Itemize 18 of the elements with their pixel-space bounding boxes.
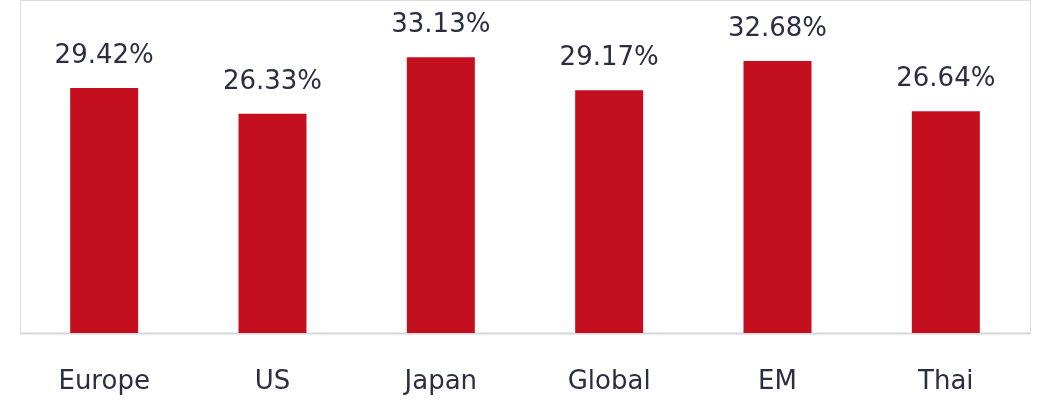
x-tick-label: Thai: [917, 364, 974, 395]
bar: [406, 57, 475, 333]
data-label: 26.33%: [222, 64, 323, 95]
x-tick-label: US: [254, 364, 291, 395]
bar: [575, 90, 644, 333]
x-tick-label: EM: [758, 364, 797, 395]
bar: [911, 111, 980, 333]
x-tick-label: Japan: [402, 364, 478, 395]
bar: [238, 113, 307, 333]
data-label: 33.13%: [391, 8, 491, 39]
data-label: 29.42%: [54, 39, 154, 70]
data-label: 29.17%: [559, 41, 659, 72]
data-label: 26.64%: [896, 62, 996, 93]
bar: [70, 88, 139, 333]
x-tick-label: Europe: [58, 364, 150, 395]
data-label: 32.68%: [727, 11, 828, 42]
x-tick-label: Global: [567, 364, 651, 395]
bar: [743, 60, 812, 333]
